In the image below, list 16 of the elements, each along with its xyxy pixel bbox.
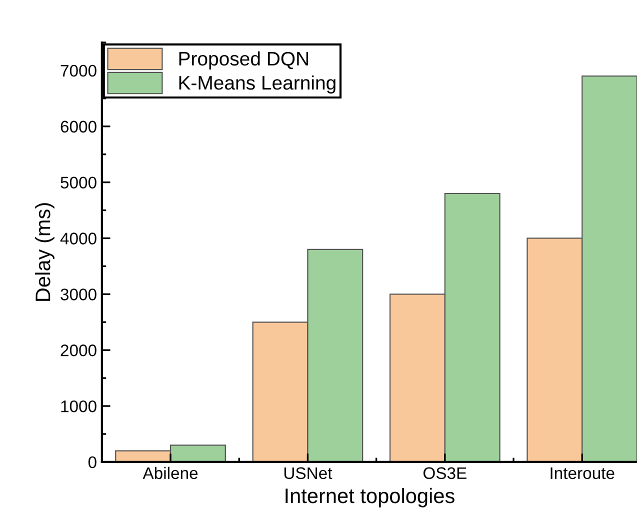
legend-label: Proposed DQN [179, 51, 308, 70]
y-tick-label: 0 [88, 456, 96, 468]
y-tick-label: 4000 [60, 232, 96, 244]
y-tick-label: 3000 [60, 288, 96, 300]
x-tick-label: USNet [284, 467, 332, 480]
y-tick-label: 6000 [60, 120, 96, 133]
y-tick-label: 1000 [61, 400, 96, 412]
x-tick-label: Interoute [550, 467, 614, 480]
legend-label: K-Means Learning [179, 75, 336, 94]
x-axis-title: Internet topologies [286, 488, 454, 508]
y-axis-title: Delay (ms) [35, 203, 54, 301]
y-tick-label: 7000 [60, 64, 96, 77]
y-tick-label: 2000 [60, 344, 96, 356]
x-tick-label: OS3E [423, 467, 466, 480]
x-tick-label: Abilene [142, 466, 198, 480]
y-tick-label: 5000 [60, 176, 96, 189]
